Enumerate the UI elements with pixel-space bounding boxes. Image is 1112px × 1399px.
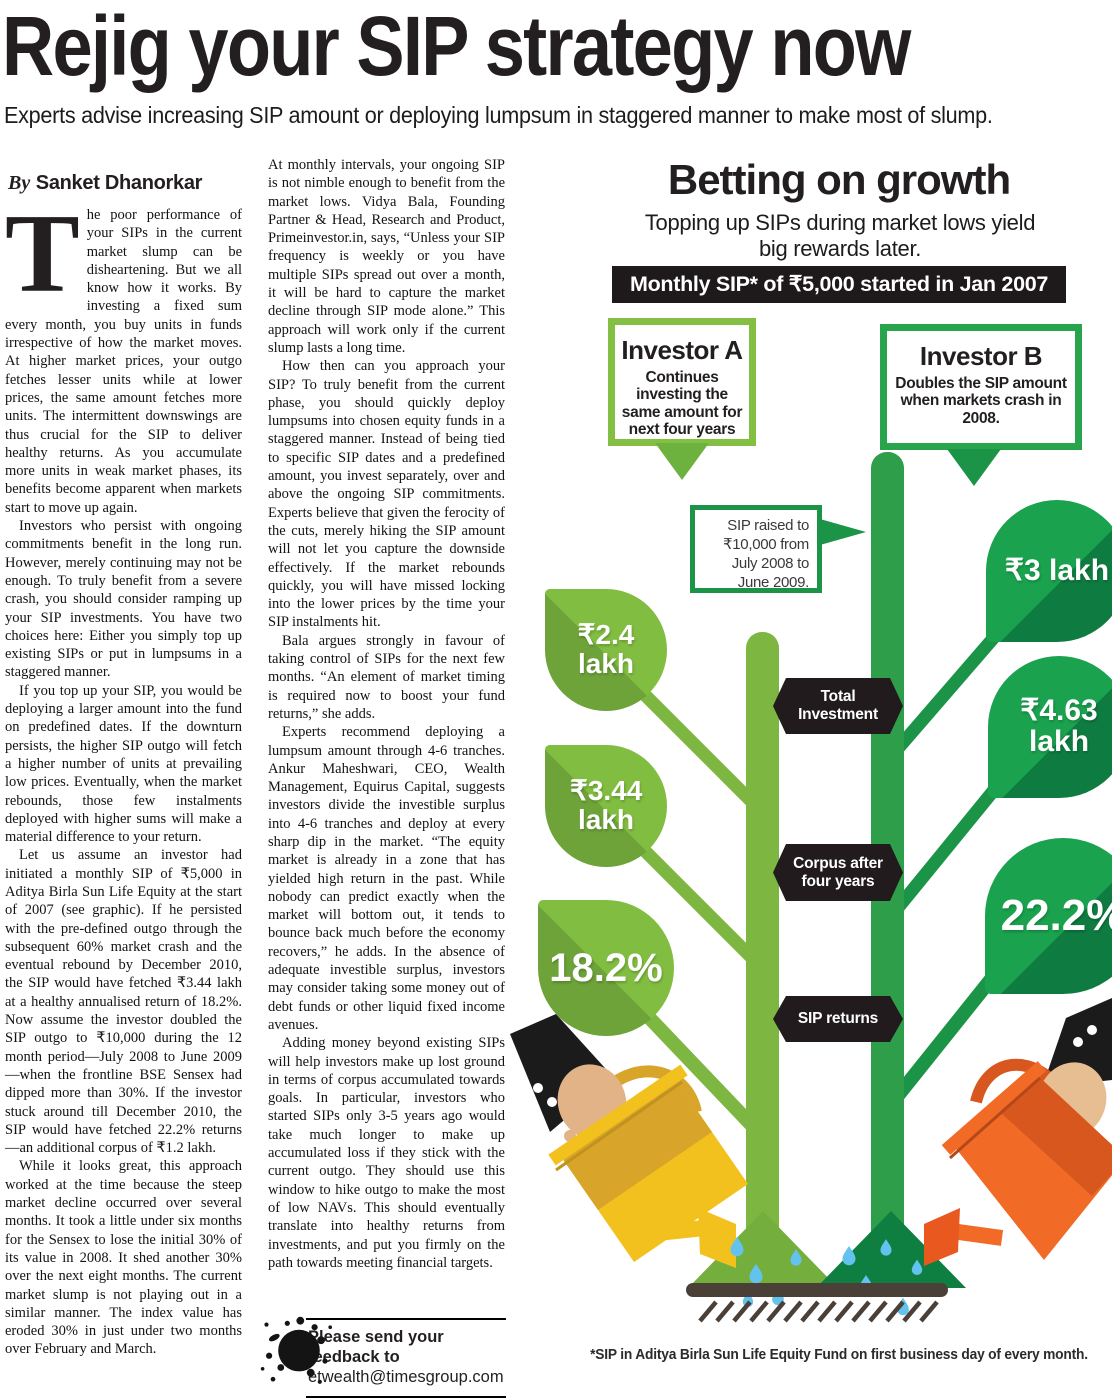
ribbon-label: Corpus after four years <box>793 854 883 890</box>
callout-arrow <box>820 519 866 545</box>
investor-a-stem <box>746 632 779 1292</box>
investor-b-branches <box>881 605 1023 1115</box>
value-label: ₹2.4 lakh <box>577 619 635 679</box>
ink-splat-icon <box>260 1316 333 1384</box>
page-title: Rejig your SIP strategy now <box>2 0 911 93</box>
ribbon-total-investment: Total Investment <box>773 678 903 734</box>
leaf-investor-b-returns: 22.2% <box>985 838 1112 994</box>
article-paragraph: Let us assume an investor had initiated … <box>5 847 242 1157</box>
ground-hatching <box>698 1300 939 1323</box>
value-label: ₹3 lakh <box>1004 553 1110 587</box>
article-paragraph: If you top up your SIP, you would be dep… <box>5 682 242 846</box>
leaf-investor-a-returns: 18.2% <box>538 900 674 1036</box>
investor-a-watering-arm <box>510 1014 748 1268</box>
leaf-investor-b-corpus: ₹4.63 lakh <box>988 656 1112 798</box>
investor-b-watering-arm <box>924 998 1112 1266</box>
article-paragraph: Bala argues strongly in favour of taking… <box>268 632 505 722</box>
investor-a-desc: Continues investing the same amount for … <box>621 369 743 439</box>
ground-bar <box>686 1283 948 1297</box>
byline-author: Sanket Dhanorkar <box>35 172 203 194</box>
graphic-banner: Monthly SIP* of ₹5,000 started in Jan 20… <box>612 266 1066 303</box>
value-label: 22.2% <box>1000 890 1112 940</box>
feedback-box: Please send your feedback to etwealth@ti… <box>260 1316 506 1399</box>
feedback-label: Please send your feedback to <box>308 1328 444 1367</box>
suit-sleeve-icon <box>510 1014 614 1132</box>
investor-a-tree-base <box>688 1211 838 1288</box>
investor-a-title: Investor A <box>621 335 743 365</box>
article-paragraph: At monthly intervals, your ongoing SIP i… <box>268 157 505 356</box>
investor-b-desc: Doubles the SIP amount when markets cras… <box>895 375 1067 427</box>
article-paragraph: How then can you approach your SIP? To t… <box>268 358 505 631</box>
ribbon-label: SIP returns <box>797 1010 879 1028</box>
drop-cap: T <box>5 192 80 316</box>
investor-b-pointer <box>947 449 1001 486</box>
ribbon-sip-returns: SIP returns <box>773 996 903 1042</box>
watering-can-yellow-icon <box>548 1064 748 1268</box>
graphic-footnote: *SIP in Aditya Birla Sun Life Equity Fun… <box>590 1347 1088 1363</box>
investor-a-pointer <box>655 443 709 480</box>
leaf-investor-b-total-investment: ₹3 lakh <box>986 500 1112 642</box>
ribbon-label: Total Investment <box>798 688 878 723</box>
sip-raised-callout: SIP raised to ₹10,000 from July 2008 to … <box>690 505 822 593</box>
graphic-title: Betting on growth <box>667 156 1011 203</box>
value-label: ₹3.44 lakh <box>570 775 643 835</box>
byline: By Sanket Dhanorkar <box>8 172 202 195</box>
paragraph-text: he poor performance of your SIPs in the … <box>5 207 242 516</box>
investor-a-branches <box>627 677 769 1143</box>
investor-b-title: Investor B <box>919 341 1043 371</box>
feedback-text: Please send your feedback to etwealth@ti… <box>306 1318 506 1399</box>
byline-prefix: By <box>8 172 31 194</box>
subheadline: Experts advise increasing SIP amount or … <box>4 102 993 128</box>
article-paragraph: Adding money beyond existing SIPs will h… <box>268 1035 505 1271</box>
value-label: ₹4.63 lakh <box>1020 694 1098 758</box>
article-paragraph: Experts recommend deploying a lumpsum am… <box>268 724 505 1033</box>
watering-can-orange-icon <box>924 1061 1112 1266</box>
investor-b-box: Investor B Doubles the SIP amount when m… <box>880 324 1082 450</box>
leaf-investor-a-total-investment: ₹2.4 lakh <box>545 589 667 711</box>
article-paragraph: While it looks great, this approach work… <box>5 1158 242 1358</box>
feedback-email: etwealth@timesgroup.com <box>308 1368 504 1387</box>
leaf-investor-a-corpus: ₹3.44 lakh <box>545 745 667 867</box>
investor-a-box: Investor A Continues investing the same … <box>608 318 756 446</box>
article-column-2: At monthly intervals, your ongoing SIP i… <box>268 156 505 1272</box>
graphic-subtitle: Topping up SIPs during market lows yield… <box>644 210 1036 261</box>
ribbon-corpus: Corpus after four years <box>773 844 903 901</box>
value-label: 18.2% <box>549 945 663 990</box>
article-paragraph: Investors who persist with ongoing commi… <box>5 518 242 681</box>
